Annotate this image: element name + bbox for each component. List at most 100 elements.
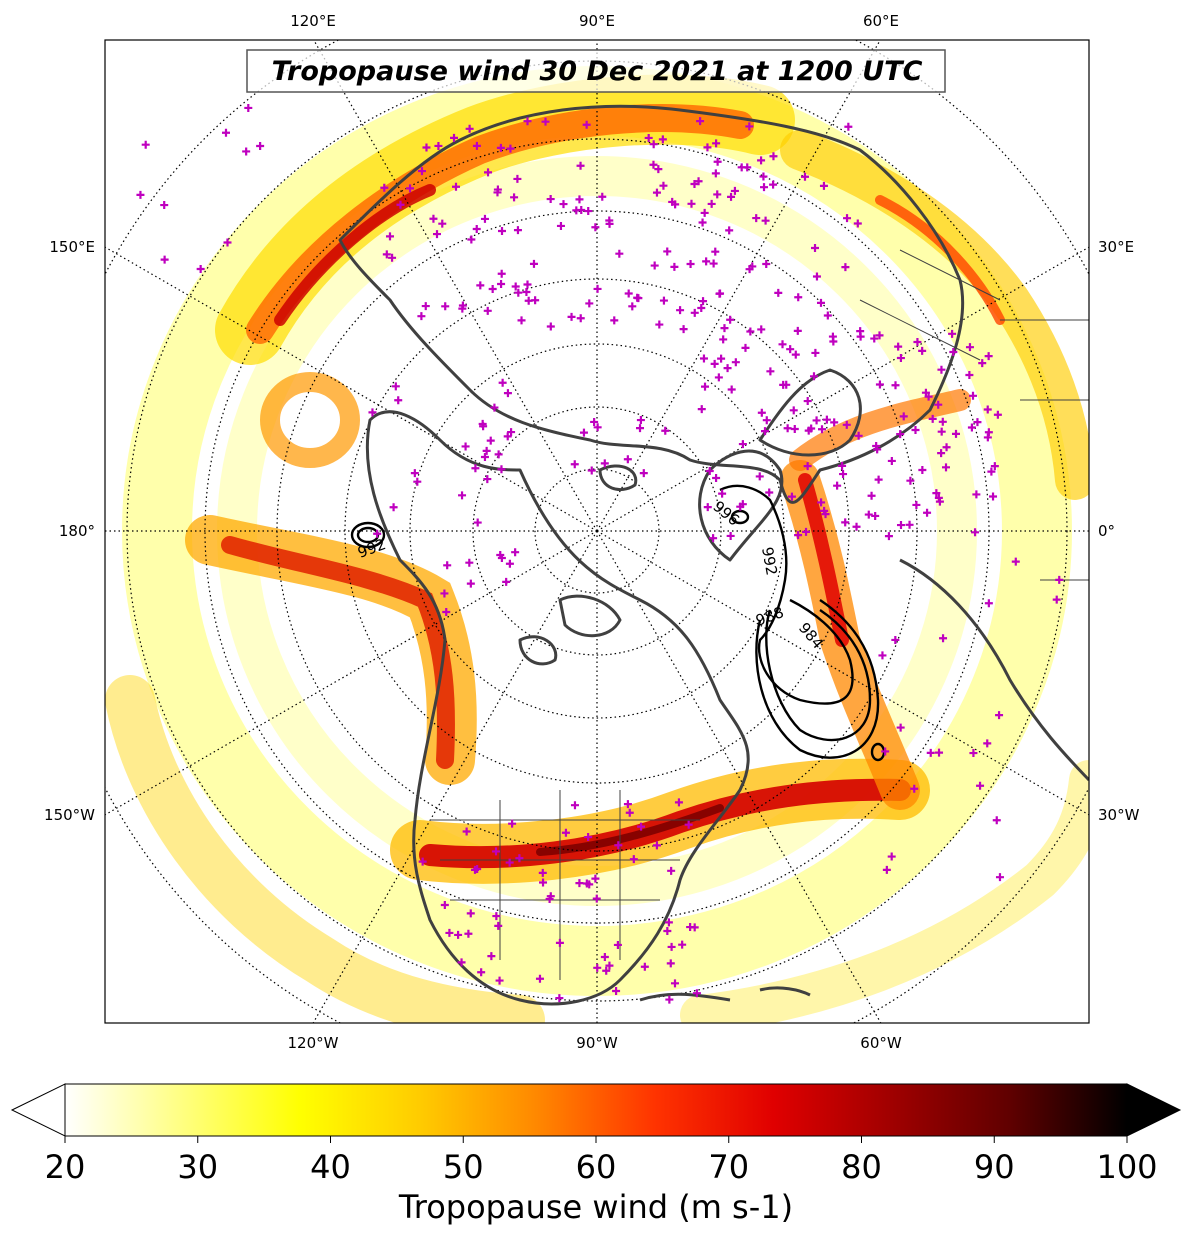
- station-marker: [769, 180, 778, 189]
- station-marker: [482, 446, 491, 455]
- station-marker: [864, 510, 873, 519]
- station-marker: [477, 968, 486, 977]
- station-marker: [871, 511, 880, 520]
- station-marker: [575, 879, 584, 888]
- station-marker: [965, 370, 974, 379]
- station-marker: [575, 195, 584, 204]
- station-marker: [794, 531, 803, 540]
- station-marker: [817, 425, 826, 434]
- graticule: [105, 40, 1089, 1023]
- station-marker: [654, 165, 663, 174]
- station-marker: [585, 880, 594, 889]
- station-marker: [655, 320, 664, 329]
- station-marker: [803, 462, 812, 471]
- station-marker: [494, 921, 503, 930]
- station-marker: [634, 294, 643, 303]
- station-marker: [822, 415, 831, 424]
- station-marker: [725, 226, 734, 235]
- station-marker: [703, 143, 712, 152]
- station-marker: [473, 865, 482, 874]
- station-marker: [727, 385, 736, 394]
- station-marker: [497, 465, 506, 474]
- station-marker: [471, 464, 480, 473]
- station-marker: [546, 195, 555, 204]
- station-marker: [719, 335, 728, 344]
- station-marker: [476, 281, 485, 290]
- station-marker: [652, 188, 661, 197]
- station-marker: [555, 938, 564, 947]
- station-marker: [757, 325, 766, 334]
- station-marker: [389, 503, 398, 512]
- station-marker: [995, 873, 1004, 882]
- station-marker: [256, 141, 265, 150]
- station-marker: [853, 219, 862, 228]
- station-marker: [417, 312, 426, 321]
- station-marker: [196, 265, 205, 274]
- station-marker: [388, 253, 397, 262]
- station-marker: [875, 380, 884, 389]
- station-marker: [593, 284, 602, 293]
- station-marker: [762, 416, 771, 425]
- station-marker: [490, 403, 499, 412]
- station-marker: [937, 427, 946, 436]
- station-marker: [522, 287, 531, 296]
- station-marker: [659, 181, 668, 190]
- station-marker: [697, 304, 706, 313]
- station-marker: [221, 128, 230, 137]
- station-marker: [786, 345, 795, 354]
- station-marker: [774, 288, 783, 297]
- station-marker: [160, 255, 169, 264]
- station-marker: [884, 532, 893, 541]
- station-marker: [875, 331, 884, 340]
- station-marker: [701, 382, 710, 391]
- station-markers: [136, 103, 1064, 1004]
- station-marker: [461, 442, 470, 451]
- station-marker: [480, 214, 489, 223]
- station-marker: [480, 453, 489, 462]
- station-marker: [874, 475, 883, 484]
- station-marker: [141, 140, 150, 149]
- station-marker: [422, 143, 431, 152]
- station-marker: [709, 259, 718, 268]
- station-marker: [466, 909, 475, 918]
- station-marker: [495, 976, 504, 985]
- station-marker: [830, 418, 839, 427]
- station-marker: [803, 397, 812, 406]
- colorbar-tick-label: 20: [45, 1148, 86, 1186]
- station-marker: [556, 221, 565, 230]
- station-marker: [745, 122, 754, 131]
- station-marker: [844, 122, 853, 131]
- station-marker: [938, 417, 947, 426]
- station-marker: [659, 296, 668, 305]
- station-marker: [713, 190, 722, 199]
- station-marker: [823, 311, 832, 320]
- station-marker: [458, 304, 467, 313]
- title-box: Tropopause wind 30 Dec 2021 at 1200 UTC: [246, 49, 946, 93]
- station-marker: [995, 711, 1004, 720]
- station-marker: [465, 124, 474, 133]
- station-marker: [765, 488, 774, 497]
- station-marker: [973, 418, 982, 427]
- coastlines: [338, 104, 1089, 1006]
- station-marker: [555, 994, 564, 1003]
- station-marker: [529, 259, 538, 268]
- map-frame: [104, 39, 1090, 1024]
- station-marker: [541, 117, 550, 126]
- station-marker: [984, 599, 993, 608]
- station-marker: [466, 579, 475, 588]
- station-marker: [841, 263, 850, 272]
- station-marker: [896, 430, 905, 439]
- station-marker: [445, 928, 454, 937]
- station-marker: [506, 144, 515, 153]
- station-marker: [497, 269, 506, 278]
- station-marker: [894, 342, 903, 351]
- station-marker: [942, 463, 951, 472]
- station-marker: [576, 314, 585, 323]
- station-marker: [664, 918, 673, 927]
- pressure-contour: [719, 484, 854, 705]
- station-marker: [391, 382, 400, 391]
- station-marker: [812, 416, 821, 425]
- station-marker: [711, 169, 720, 178]
- station-marker: [757, 156, 766, 165]
- station-marker: [373, 529, 382, 538]
